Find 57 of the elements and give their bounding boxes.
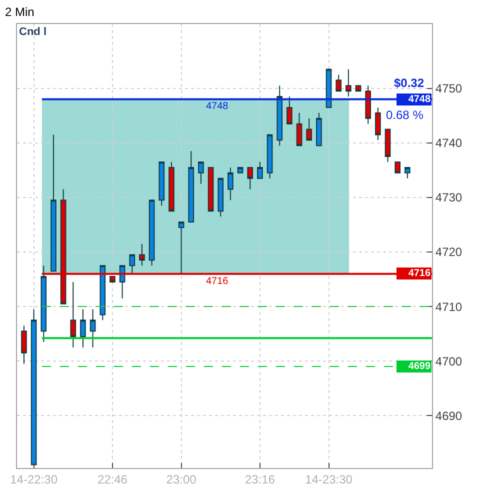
- candlestick: [148, 200, 155, 266]
- annotation: 0.68 %: [386, 108, 424, 122]
- candlestick: [158, 162, 165, 206]
- candlestick: [80, 308, 86, 348]
- candlestick: [70, 282, 76, 348]
- candlestick: [139, 243, 145, 266]
- candlestick: [306, 118, 312, 141]
- candlestick: [286, 96, 292, 124]
- chart-title: 2 Min: [4, 4, 34, 19]
- candlestick: [276, 85, 283, 146]
- candlestick: [257, 162, 263, 179]
- candlestick: [316, 112, 322, 146]
- ref-line-label: 4699: [408, 361, 431, 372]
- y-tick-label: 4690: [435, 408, 462, 423]
- candlestick: [228, 166, 234, 201]
- candlestick: [188, 150, 194, 222]
- text: 4716: [206, 276, 228, 287]
- candlestick: [266, 134, 273, 179]
- candlestick: [40, 265, 47, 342]
- y-tick-label: 4750: [435, 82, 462, 96]
- candlestick: [119, 265, 126, 299]
- annotation: Cnd l: [19, 26, 46, 38]
- candlestick: [168, 162, 174, 212]
- annotation: $0.32: [394, 76, 424, 90]
- y-tick-label: 4720: [435, 245, 462, 260]
- candlestick: [365, 85, 371, 124]
- candlestick: [100, 265, 106, 321]
- x-tick-label: 23:00: [166, 472, 197, 486]
- y-tick-label: 4710: [435, 300, 462, 314]
- candlestick: [384, 128, 391, 162]
- x-tick-label: 14-22:30: [10, 472, 58, 486]
- candlestick: [90, 308, 96, 348]
- candlestick: [355, 85, 362, 92]
- candlestick: [247, 166, 254, 190]
- candlestick: [336, 74, 342, 92]
- candlestick: [375, 106, 381, 141]
- x-tick-label: 22:46: [97, 472, 128, 486]
- candlestick: [50, 134, 56, 272]
- candlestick: [237, 166, 244, 174]
- x-tick-label: 23:16: [244, 472, 276, 486]
- x-tick-label: 14-23:30: [305, 472, 353, 486]
- y-tick-label: 4700: [435, 354, 462, 368]
- y-tick-label: 4740: [435, 136, 462, 150]
- y-tick-label: 4730: [435, 190, 462, 205]
- candlestick: [208, 166, 214, 212]
- ref-line-label: 4748: [408, 94, 431, 105]
- candlestick: [296, 112, 302, 146]
- candlestick: [129, 254, 136, 274]
- ref-line-label: 4716: [408, 268, 431, 279]
- candlestick: [394, 162, 400, 174]
- candlestick: [218, 178, 224, 218]
- candlestick: [21, 325, 27, 364]
- candlestick: [346, 68, 352, 98]
- text: 4748: [206, 101, 228, 112]
- candlestick: [178, 222, 184, 274]
- candlestick: [404, 166, 410, 179]
- candlestick: [198, 162, 204, 184]
